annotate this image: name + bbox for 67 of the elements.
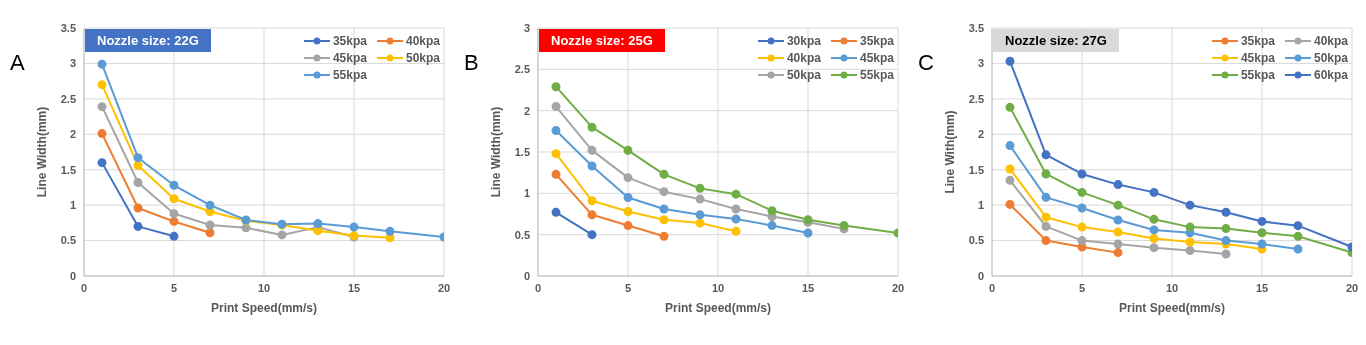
legend-label: 30kpa <box>786 34 821 48</box>
legend-label: 35kpa <box>859 34 894 48</box>
chart-title: Nozzle size: 25G <box>539 29 665 52</box>
y-tick-label: 3.5 <box>60 21 76 34</box>
x-tick-label: 10 <box>711 281 725 294</box>
legend-label: 50kpa <box>405 51 440 65</box>
y-tick-label: 0.5 <box>968 234 984 247</box>
y-axis-title: Line With(mm) <box>943 110 958 194</box>
x-tick-label: 5 <box>170 281 178 294</box>
x-tick-label: 10 <box>1165 281 1179 294</box>
y-tick-label: 2 <box>523 104 530 117</box>
x-tick-label: 20 <box>437 281 451 294</box>
legend-label: 60kpa <box>1313 68 1348 82</box>
y-tick-label: 3 <box>977 57 984 70</box>
x-tick-label: 15 <box>801 281 815 294</box>
y-tick-label: 2.5 <box>968 92 984 105</box>
y-tick-label: 0.5 <box>60 234 76 247</box>
y-tick-label: 1.5 <box>514 145 530 158</box>
y-tick-label: 0.5 <box>514 228 530 241</box>
legend-label: 40kpa <box>405 34 440 48</box>
x-tick-label: 15 <box>347 281 361 294</box>
y-tick-label: 1.5 <box>60 163 76 176</box>
y-tick-label: 1 <box>523 187 530 200</box>
y-tick-label: 2.5 <box>60 92 76 105</box>
legend-label: 40kpa <box>1313 34 1348 48</box>
chart-title: Nozzle size: 22G <box>85 29 211 52</box>
y-tick-label: 1.5 <box>968 163 984 176</box>
y-axis-title: Line Width(mm) <box>489 106 504 198</box>
text: B <box>464 50 479 76</box>
text: A <box>10 50 25 76</box>
y-tick-label: 1 <box>977 199 984 212</box>
y-tick-label: 0 <box>523 269 530 282</box>
legend-label: 40kpa <box>786 51 821 65</box>
y-axis-title: Line Width(mm) <box>35 106 50 198</box>
x-tick-label: 10 <box>257 281 271 294</box>
legend-label: 55kpa <box>1240 68 1275 82</box>
legend-label: 55kpa <box>859 68 894 82</box>
x-axis-title: Print Speed(mm/s) <box>664 301 772 315</box>
x-tick-label: 0 <box>988 281 996 294</box>
legend-label: 45kpa <box>332 51 367 65</box>
legend-label: 35kpa <box>1240 34 1275 48</box>
x-tick-label: 15 <box>1255 281 1269 294</box>
y-tick-label: 3.5 <box>968 21 984 34</box>
x-tick-label: 0 <box>534 281 542 294</box>
legend-label: 50kpa <box>1313 51 1348 65</box>
legend-label: 45kpa <box>859 51 894 65</box>
text: C <box>918 50 934 76</box>
chart-title: Nozzle size: 27G <box>993 29 1119 52</box>
x-axis-title: Print Speed(mm/s) <box>210 301 318 315</box>
legend-label: 35kpa <box>332 34 367 48</box>
y-tick-label: 0 <box>69 269 76 282</box>
x-tick-label: 5 <box>624 281 632 294</box>
x-tick-label: 20 <box>891 281 905 294</box>
legend-label: 50kpa <box>786 68 821 82</box>
legend-label: 55kpa <box>332 68 367 82</box>
y-tick-label: 2 <box>69 128 76 141</box>
x-tick-label: 5 <box>1078 281 1086 294</box>
x-tick-label: 20 <box>1345 281 1359 294</box>
y-tick-label: 2.5 <box>514 63 530 76</box>
y-tick-label: 0 <box>977 269 984 282</box>
y-tick-label: 3 <box>523 21 530 34</box>
y-tick-label: 3 <box>69 57 76 70</box>
legend-label: 45kpa <box>1240 51 1275 65</box>
x-tick-label: 0 <box>80 281 88 294</box>
y-tick-label: 2 <box>977 128 984 141</box>
y-tick-label: 1 <box>69 199 76 212</box>
x-axis-title: Print Speed(mm/s) <box>1118 301 1226 315</box>
